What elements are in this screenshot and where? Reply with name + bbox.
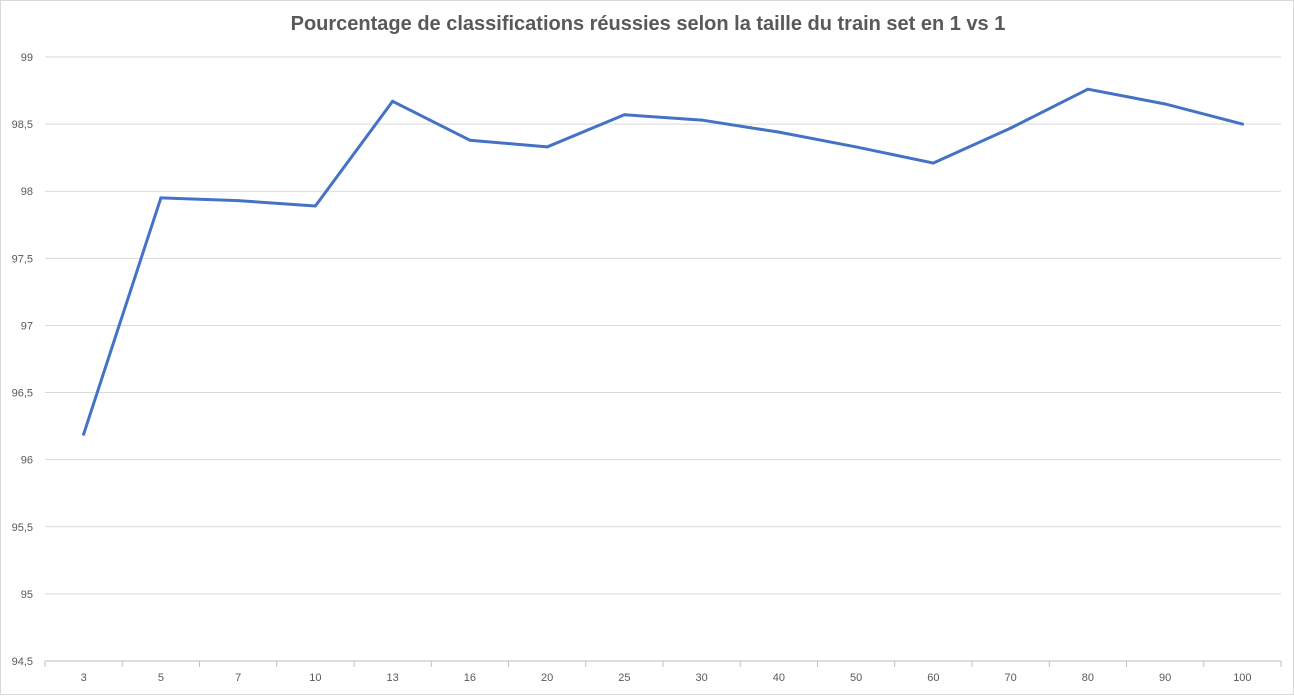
x-tick-label: 60	[927, 672, 939, 684]
data-point	[854, 145, 858, 149]
x-tick-label: 40	[773, 672, 785, 684]
data-point	[159, 196, 163, 200]
x-tick-label: 3	[81, 672, 87, 684]
x-tick-label: 70	[1005, 672, 1017, 684]
y-tick-label: 96,5	[12, 388, 33, 400]
x-tick-label: 90	[1159, 672, 1171, 684]
y-tick-label: 99	[21, 52, 33, 64]
y-tick-label: 96	[21, 455, 33, 467]
data-point	[82, 432, 86, 436]
data-point	[468, 138, 472, 142]
y-tick-label: 95,5	[12, 522, 33, 534]
x-tick-label: 30	[696, 672, 708, 684]
chart-title: Pourcentage de classifications réussies …	[290, 13, 1006, 35]
data-point	[1240, 122, 1244, 126]
x-tick-label: 20	[541, 672, 553, 684]
data-point	[545, 145, 549, 149]
x-tick-label: 80	[1082, 672, 1094, 684]
y-tick-label: 97	[21, 320, 33, 332]
data-point	[777, 130, 781, 134]
x-tick-label: 25	[618, 672, 630, 684]
data-point	[931, 161, 935, 165]
data-point	[700, 118, 704, 122]
data-point	[313, 204, 317, 208]
y-tick-label: 94,5	[12, 656, 33, 668]
x-tick-label: 50	[850, 672, 862, 684]
data-point	[1009, 126, 1013, 130]
data-point	[622, 113, 626, 117]
x-tick-label: 13	[387, 672, 399, 684]
y-tick-label: 98,5	[12, 119, 33, 131]
y-tick-label: 97,5	[12, 253, 33, 265]
x-tick-label: 7	[235, 672, 241, 684]
data-point	[391, 99, 395, 103]
data-point	[236, 199, 240, 203]
x-tick-label: 10	[309, 672, 321, 684]
series-line	[82, 87, 1244, 436]
y-tick-label: 98	[21, 186, 33, 198]
y-tick-label: 95	[21, 589, 33, 601]
data-point	[1163, 102, 1167, 106]
x-tick-label: 100	[1233, 672, 1251, 684]
x-tick-label: 16	[464, 672, 476, 684]
x-tick-label: 5	[158, 672, 164, 684]
data-point	[1086, 87, 1090, 91]
